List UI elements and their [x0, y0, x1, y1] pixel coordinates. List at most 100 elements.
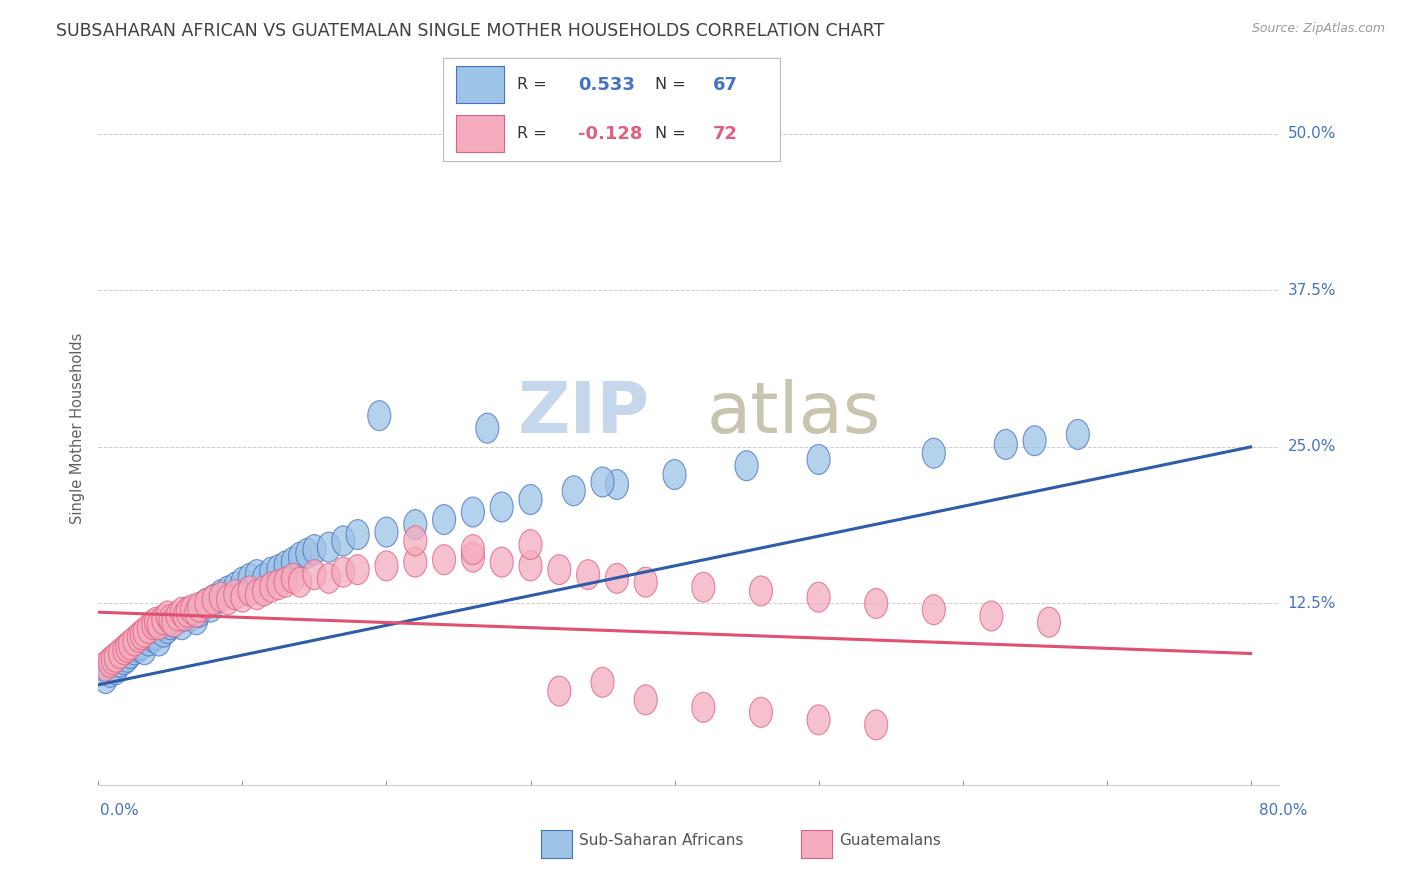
- Ellipse shape: [346, 555, 370, 584]
- Ellipse shape: [118, 630, 142, 660]
- Text: N =: N =: [655, 77, 692, 92]
- Ellipse shape: [253, 564, 276, 593]
- Text: -0.128: -0.128: [578, 125, 643, 143]
- Text: Guatemalans: Guatemalans: [839, 833, 941, 847]
- Ellipse shape: [664, 459, 686, 490]
- Ellipse shape: [267, 555, 290, 584]
- Ellipse shape: [191, 592, 214, 622]
- Ellipse shape: [461, 497, 485, 527]
- Ellipse shape: [176, 598, 200, 627]
- Ellipse shape: [101, 651, 124, 681]
- Ellipse shape: [245, 580, 269, 609]
- Ellipse shape: [162, 607, 184, 637]
- Ellipse shape: [302, 559, 326, 590]
- Ellipse shape: [209, 580, 232, 609]
- Ellipse shape: [1066, 419, 1090, 450]
- Ellipse shape: [994, 429, 1018, 459]
- Ellipse shape: [281, 564, 304, 593]
- Ellipse shape: [519, 551, 543, 581]
- Ellipse shape: [606, 564, 628, 593]
- Ellipse shape: [162, 607, 184, 637]
- Ellipse shape: [591, 467, 614, 497]
- Ellipse shape: [188, 592, 211, 622]
- Ellipse shape: [281, 547, 304, 577]
- Ellipse shape: [461, 542, 485, 572]
- Text: 50.0%: 50.0%: [1288, 127, 1336, 142]
- Ellipse shape: [202, 584, 225, 615]
- Text: atlas: atlas: [707, 379, 882, 449]
- Ellipse shape: [491, 492, 513, 522]
- Ellipse shape: [332, 526, 354, 556]
- Ellipse shape: [634, 567, 657, 597]
- Ellipse shape: [260, 572, 283, 602]
- Ellipse shape: [131, 630, 153, 660]
- Ellipse shape: [195, 589, 218, 618]
- Ellipse shape: [209, 582, 232, 612]
- Ellipse shape: [404, 509, 427, 540]
- Ellipse shape: [865, 710, 887, 739]
- Ellipse shape: [176, 598, 200, 627]
- Ellipse shape: [188, 598, 211, 627]
- Text: ZIP: ZIP: [517, 379, 650, 449]
- Ellipse shape: [548, 676, 571, 706]
- Text: 0.0%: 0.0%: [100, 803, 139, 818]
- Text: Source: ZipAtlas.com: Source: ZipAtlas.com: [1251, 22, 1385, 36]
- Ellipse shape: [749, 576, 772, 606]
- Ellipse shape: [519, 530, 543, 559]
- Ellipse shape: [591, 667, 614, 698]
- Ellipse shape: [202, 584, 225, 615]
- Ellipse shape: [433, 505, 456, 534]
- Ellipse shape: [735, 450, 758, 481]
- Ellipse shape: [101, 645, 124, 674]
- Ellipse shape: [346, 520, 370, 549]
- Text: 72: 72: [713, 125, 738, 143]
- Ellipse shape: [138, 626, 160, 656]
- Ellipse shape: [368, 401, 391, 431]
- Ellipse shape: [491, 547, 513, 577]
- Ellipse shape: [807, 444, 830, 475]
- Ellipse shape: [318, 533, 340, 562]
- Text: Sub-Saharan Africans: Sub-Saharan Africans: [579, 833, 744, 847]
- Ellipse shape: [108, 639, 132, 668]
- Ellipse shape: [115, 642, 139, 673]
- Ellipse shape: [108, 648, 132, 677]
- Ellipse shape: [138, 614, 160, 643]
- Ellipse shape: [184, 598, 208, 627]
- Ellipse shape: [692, 572, 714, 602]
- Ellipse shape: [433, 545, 456, 574]
- Ellipse shape: [170, 598, 194, 627]
- Ellipse shape: [148, 610, 170, 640]
- Ellipse shape: [115, 632, 139, 662]
- Text: R =: R =: [517, 77, 553, 92]
- Ellipse shape: [127, 632, 150, 662]
- Ellipse shape: [562, 475, 585, 506]
- Ellipse shape: [152, 605, 174, 635]
- Ellipse shape: [375, 517, 398, 547]
- Ellipse shape: [302, 534, 326, 565]
- Ellipse shape: [134, 617, 156, 648]
- Ellipse shape: [461, 534, 485, 565]
- Ellipse shape: [166, 605, 190, 635]
- Ellipse shape: [118, 639, 142, 668]
- Ellipse shape: [922, 438, 945, 468]
- Ellipse shape: [576, 559, 599, 590]
- Ellipse shape: [184, 605, 208, 635]
- Ellipse shape: [195, 589, 218, 618]
- Ellipse shape: [375, 551, 398, 581]
- Ellipse shape: [238, 564, 262, 593]
- Ellipse shape: [274, 551, 297, 581]
- Ellipse shape: [122, 626, 146, 656]
- Ellipse shape: [606, 469, 628, 500]
- Ellipse shape: [692, 692, 714, 723]
- Ellipse shape: [288, 542, 312, 572]
- Ellipse shape: [173, 601, 197, 631]
- Ellipse shape: [98, 657, 121, 687]
- Ellipse shape: [288, 567, 312, 597]
- Text: 0.533: 0.533: [578, 76, 634, 94]
- Ellipse shape: [166, 601, 190, 631]
- Ellipse shape: [519, 484, 543, 515]
- Ellipse shape: [200, 592, 222, 622]
- Ellipse shape: [253, 576, 276, 606]
- Ellipse shape: [224, 572, 247, 602]
- Text: SUBSAHARAN AFRICAN VS GUATEMALAN SINGLE MOTHER HOUSEHOLDS CORRELATION CHART: SUBSAHARAN AFRICAN VS GUATEMALAN SINGLE …: [56, 22, 884, 40]
